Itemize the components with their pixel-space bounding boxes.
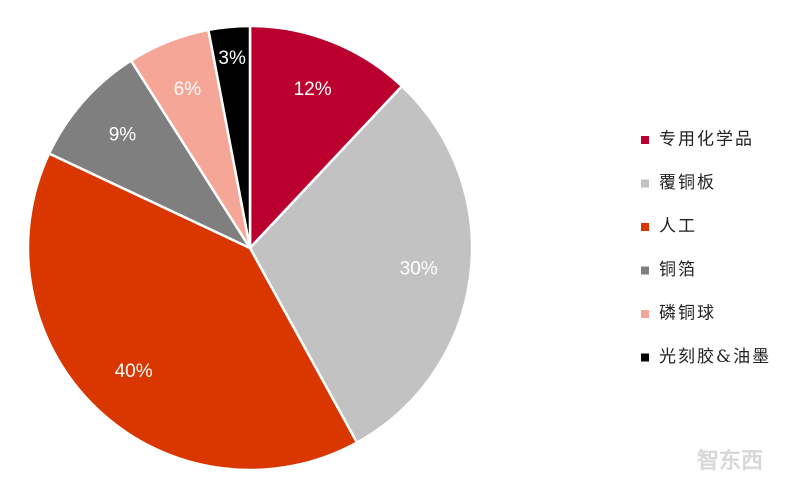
legend-swatch <box>641 179 649 188</box>
legend-label: 铜箔 <box>659 260 697 280</box>
pie-slice <box>26 151 359 472</box>
legend-swatch <box>641 266 649 275</box>
legend-label: 光刻胶&油墨 <box>659 347 771 367</box>
legend-label: 人工 <box>659 217 697 237</box>
pie-slice <box>47 58 254 251</box>
data-label: 30% <box>400 258 438 279</box>
legend-label: 磷铜球 <box>659 304 716 324</box>
data-label: 40% <box>115 361 153 382</box>
legend-label: 专用化学品 <box>659 130 754 150</box>
pie-slice <box>248 84 474 445</box>
legend-swatch <box>641 223 649 231</box>
legend-swatch <box>641 353 649 362</box>
data-label: 12% <box>294 79 332 100</box>
legend-swatch <box>641 136 649 144</box>
data-label: 6% <box>174 79 202 100</box>
data-label: 9% <box>109 125 137 146</box>
legend-label: 覆铜板 <box>659 173 716 193</box>
pie-slice <box>206 24 252 249</box>
watermark: 智东西 <box>697 448 763 474</box>
legend-swatch <box>641 310 649 318</box>
pie-slice <box>248 24 404 252</box>
data-label: 3% <box>218 48 246 69</box>
